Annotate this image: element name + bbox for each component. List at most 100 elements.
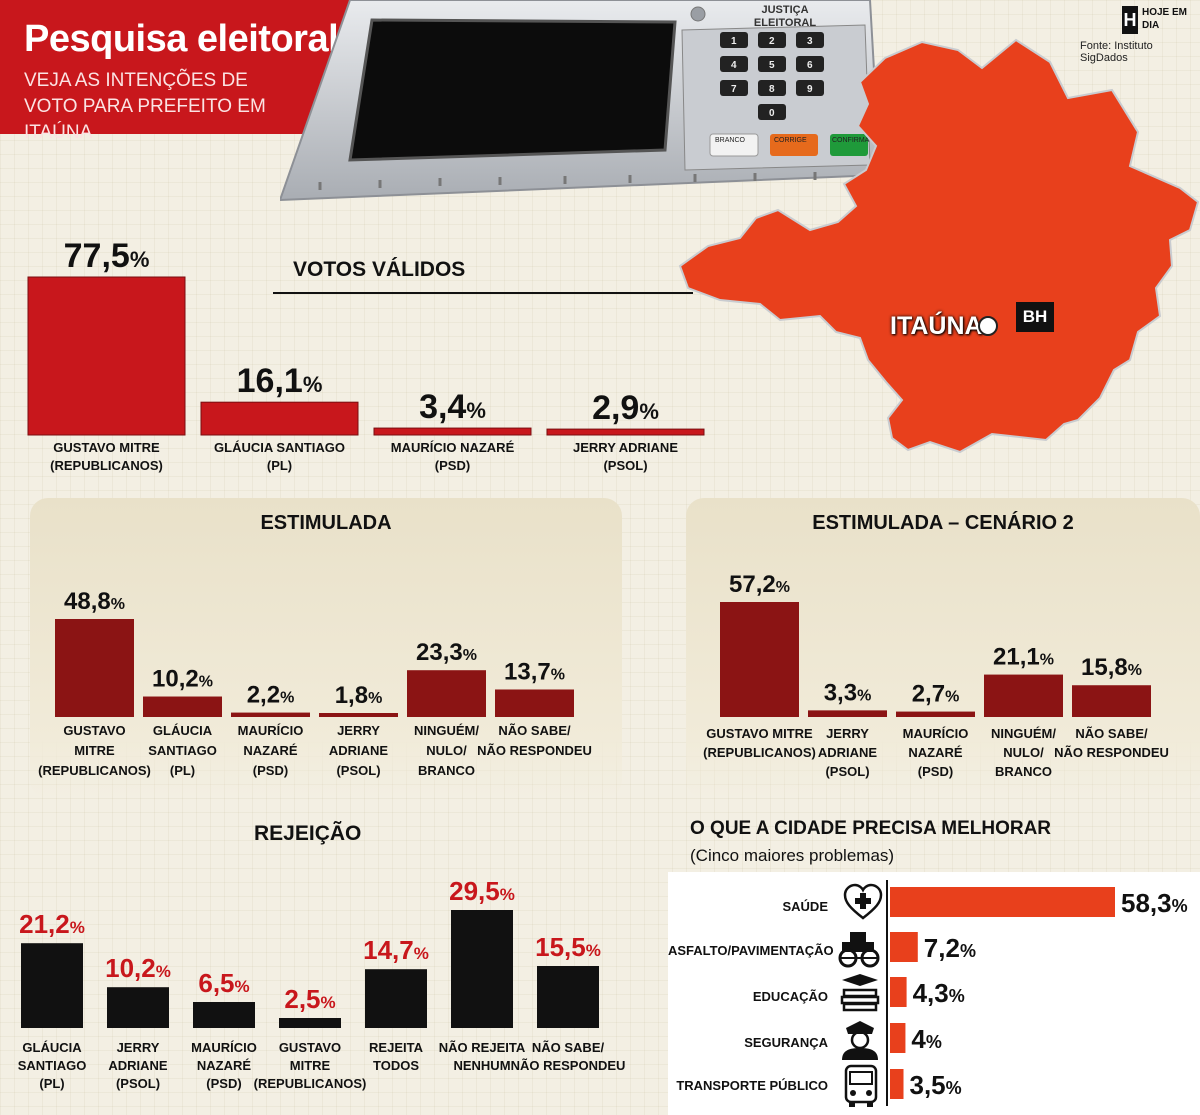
estimulada-category-label-line: (PSOL) (336, 763, 380, 778)
problem-label-asfalto: ASFALTO/PAVIMENTAÇÃO (668, 943, 834, 958)
estimulada-bar (319, 713, 398, 717)
key-9: 9 (807, 84, 813, 95)
rejeicao-category-label-line: (REPUBLICANOS) (254, 1076, 367, 1091)
rejeicao-bar (365, 969, 427, 1028)
estimulada-category-label-line: GLÁUCIA (153, 723, 213, 738)
city-marker (978, 316, 998, 336)
problemas-bar (890, 1069, 904, 1099)
ballot-machine-illustration: 1 2 3 4 5 6 7 8 9 0 BRANCO CORRIGE CONFIRMA JU… (280, 0, 880, 202)
rejeicao-category-label-line: (PSOL) (116, 1076, 160, 1091)
estimulada-value-label: 2,2% (247, 682, 295, 709)
machine-label-1: JUSTIÇA (761, 4, 808, 16)
votos-validos-value-label: 2,9% (592, 389, 659, 427)
header-banner (0, 0, 360, 134)
estimulada-category-label-line: SANTIAGO (148, 743, 217, 758)
police-icon (838, 1018, 880, 1060)
axis-line (886, 880, 888, 1106)
problem-label-seguranca: SEGURANÇA (744, 1035, 828, 1050)
rejeicao-bar (21, 943, 83, 1028)
rejeicao-value-label: 2,5% (284, 984, 335, 1014)
cenario2-category-label-line: (REPUBLICANOS) (703, 745, 816, 760)
estimulada-category-label-line: (PSD) (253, 763, 288, 778)
cenario2-category-label-line: (PSOL) (825, 764, 869, 779)
btn-branco-label: BRANCO (715, 137, 746, 144)
estimulada-category-label-line: MAURÍCIO (238, 723, 304, 738)
btn-confirma-label: CONFIRMA (832, 137, 870, 144)
votos-validos-bar (373, 427, 532, 436)
key-2: 2 (769, 36, 775, 47)
problemas-bar (890, 1023, 906, 1053)
estimulada-category-label-line: BRANCO (418, 763, 475, 778)
estimulada-category-label-line: ADRIANE (329, 743, 389, 758)
cenario2-category-label-line: BRANCO (995, 764, 1052, 779)
estimulada-bar (55, 619, 134, 717)
rejeicao-category-label-line: GUSTAVO (279, 1040, 341, 1055)
cenario2-category-label-line: NAZARÉ (908, 745, 962, 760)
problemas-bar (890, 887, 1115, 917)
cenario2-value-label: 21,1% (993, 644, 1054, 671)
source-credit: Fonte: Instituto SigDados (1080, 40, 1153, 64)
cenario2-bar (720, 602, 799, 717)
rejeicao-bar (451, 910, 513, 1028)
keypad (720, 32, 824, 120)
estimulada-value-label: 10,2% (152, 666, 213, 693)
cenario2-value-label: 15,8% (1081, 654, 1142, 681)
rejeicao-value-label: 21,2% (19, 909, 85, 939)
estimulada-category-label-line: NULO/ (426, 743, 467, 758)
chart-title-estimulada: ESTIMULADA (260, 512, 392, 534)
chart-title-problemas: O QUE A CIDADE PRECISA MELHORAR (690, 818, 1052, 839)
machine-label-2: ELEITORAL (754, 17, 816, 29)
votos-validos-category-label-line: MAURÍCIO NAZARÉ (391, 440, 515, 455)
rejeicao-category-label-line: MAURÍCIO (191, 1040, 257, 1055)
rejeicao-category-label-line: ADRIANE (108, 1058, 168, 1073)
estimulada-value-label: 13,7% (504, 658, 565, 685)
votos-validos-value-label: 3,4% (419, 388, 486, 426)
problemas-value-label: 4,3% (913, 978, 965, 1008)
problemas-bar (890, 932, 918, 962)
chart-title-votos-validos: VOTOS VÁLIDOS (293, 258, 466, 281)
books-icon (838, 972, 880, 1012)
estimulada-value-label: 23,3% (416, 639, 477, 666)
key-0: 0 (769, 108, 775, 119)
estimulada-value-label: 48,8% (64, 588, 125, 615)
cenario2-category-label-line: JERRY (826, 726, 869, 741)
cenario2-category-label-line: NULO/ (1003, 745, 1044, 760)
problemas-value-label: 7,2% (924, 933, 976, 963)
rejeicao-bar (279, 1018, 341, 1028)
problemas-value-label: 4% (911, 1024, 941, 1054)
cenario2-bar (984, 674, 1063, 717)
problemas-value-label: 58,3% (1121, 888, 1188, 918)
cenario2-category-label-line: MAURÍCIO (903, 726, 969, 741)
state-map (678, 38, 1200, 454)
rejeicao-category-label-line: NAZARÉ (197, 1058, 251, 1073)
votos-validos-category-label-line: GLÁUCIA SANTIAGO (214, 440, 345, 455)
bus-icon (840, 1064, 882, 1107)
estimulada-category-label-line: MITRE (74, 743, 115, 758)
estimulada-category-label-line: NINGUÉM/ (414, 723, 479, 738)
cenario2-category-label-line: GUSTAVO MITRE (706, 726, 813, 741)
votos-validos-category-label-line: (PSD) (435, 458, 470, 473)
roller-icon (836, 928, 880, 968)
page-subtitle: VEJA AS INTENÇÕES DE VOTO PARA PREFEITO … (24, 70, 266, 143)
cenario2-value-label: 3,3% (824, 679, 872, 706)
rejeicao-category-label-line: NÃO RESPONDEU (511, 1058, 626, 1073)
problem-label-saude: SAÚDE (782, 899, 828, 914)
problem-label-transporte: TRANSPORTE PÚBLICO (676, 1078, 828, 1093)
votos-validos-category-label-line: (PSOL) (603, 458, 647, 473)
estimulada-category-label-line: (PL) (170, 763, 195, 778)
estimulada-category-label-line: GUSTAVO (63, 723, 125, 738)
rejeicao-value-label: 6,5% (198, 968, 249, 998)
city-label-itauna: ITAÚNA (890, 312, 983, 340)
capital-label-bh: BH (1016, 302, 1054, 332)
estimulada-bar (143, 696, 222, 717)
estimulada-category-label-line: NAZARÉ (243, 743, 297, 758)
votos-validos-category-label-line: (PL) (267, 458, 292, 473)
cenario2-category-label-line: NÃO RESPONDEU (1054, 745, 1169, 760)
key-7: 7 (731, 84, 737, 95)
cenario2-category-label-line: NÃO SABE/ (1075, 726, 1148, 741)
votos-validos-bar (200, 401, 359, 436)
rejeicao-category-label-line: (PSD) (206, 1076, 241, 1091)
votos-validos-value-label: 77,5% (64, 237, 150, 275)
votos-validos-bar (27, 276, 186, 436)
